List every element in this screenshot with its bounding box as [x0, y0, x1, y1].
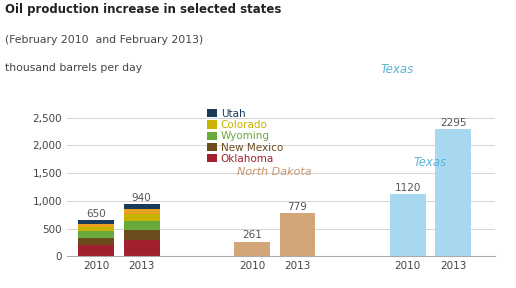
- Text: 1120: 1120: [395, 183, 421, 193]
- Bar: [78, 227, 114, 231]
- Bar: [124, 240, 159, 256]
- Bar: [78, 231, 114, 238]
- Text: 2295: 2295: [440, 118, 466, 128]
- Text: 261: 261: [242, 230, 262, 240]
- Bar: [124, 209, 159, 214]
- Text: Texas: Texas: [381, 63, 414, 76]
- Text: thousand barrels per day: thousand barrels per day: [5, 63, 142, 73]
- Bar: [124, 204, 159, 209]
- Bar: [78, 245, 114, 256]
- Text: (February 2010  and February 2013): (February 2010 and February 2013): [5, 35, 203, 45]
- Text: 779: 779: [287, 202, 308, 212]
- Text: 940: 940: [132, 193, 152, 203]
- Legend: Utah, Colorado, Wyoming, New Mexico, Oklahoma: Utah, Colorado, Wyoming, New Mexico, Okl…: [207, 109, 283, 164]
- Bar: [436, 129, 471, 256]
- Text: Texas: Texas: [414, 156, 447, 169]
- Bar: [124, 214, 159, 221]
- Text: North Dakota: North Dakota: [237, 167, 312, 177]
- Bar: [124, 221, 159, 230]
- Text: 650: 650: [86, 209, 106, 219]
- Text: Oil production increase in selected states: Oil production increase in selected stat…: [5, 3, 282, 16]
- Bar: [78, 224, 114, 227]
- Bar: [280, 213, 315, 256]
- Bar: [78, 238, 114, 245]
- Bar: [390, 194, 426, 256]
- Bar: [78, 220, 114, 224]
- Bar: [124, 230, 159, 240]
- Bar: [234, 242, 270, 256]
